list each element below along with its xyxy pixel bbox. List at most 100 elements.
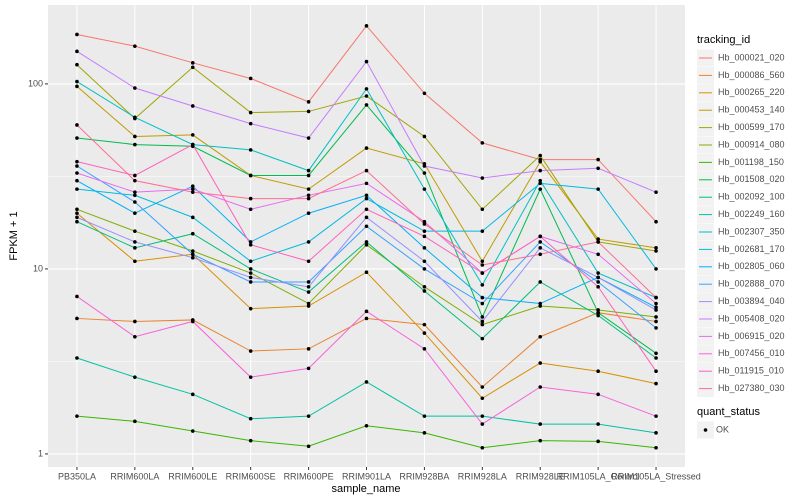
data-point: [364, 316, 369, 321]
data-point: [190, 429, 195, 433]
legend-label: Hb_027380_030: [718, 383, 785, 393]
data-point: [596, 271, 600, 275]
data-point: [306, 193, 311, 198]
data-point: [364, 146, 369, 150]
data-point: [133, 190, 137, 194]
data-point: [364, 59, 369, 64]
data-point: [654, 369, 658, 374]
data-point: [422, 187, 427, 191]
data-point: [133, 193, 137, 198]
legend-label: Hb_002092_100: [718, 192, 785, 202]
data-point: [480, 229, 485, 233]
data-point: [75, 32, 79, 37]
data-point: [306, 196, 311, 201]
data-point: [364, 168, 369, 173]
data-point: [306, 285, 311, 289]
data-point: [364, 224, 369, 229]
data-point: [596, 237, 600, 241]
data-point: [75, 164, 79, 168]
data-point: [190, 133, 195, 137]
data-point: [133, 229, 137, 233]
legend-label: Hb_003894_040: [718, 296, 785, 306]
x-tick-label: PB350LA: [58, 471, 96, 481]
data-point: [538, 280, 543, 284]
point-legend-label: OK: [716, 424, 729, 434]
data-point: [306, 100, 311, 104]
data-point: [480, 322, 485, 327]
data-point: [75, 219, 79, 224]
data-point: [538, 438, 543, 443]
data-point: [596, 439, 600, 444]
data-point: [133, 142, 137, 147]
data-point: [248, 207, 253, 212]
data-point: [654, 246, 658, 250]
data-point: [538, 168, 543, 173]
data-point: [538, 240, 543, 244]
x-tick-label: RRIM600PE: [284, 471, 334, 481]
data-point: [75, 171, 79, 175]
data-point: [190, 215, 195, 220]
data-point: [75, 215, 79, 220]
data-point: [596, 310, 600, 315]
data-point: [364, 87, 369, 91]
legend-label: Hb_006915_020: [718, 331, 785, 341]
data-point: [248, 110, 253, 115]
data-point: [75, 211, 79, 216]
legend-label: Hb_000914_080: [718, 139, 785, 149]
data-point: [190, 65, 195, 70]
data-point: [75, 79, 79, 84]
data-point: [422, 347, 427, 351]
data-point: [190, 61, 195, 65]
legend-label: Hb_000453_140: [718, 105, 785, 115]
data-point: [190, 184, 195, 188]
data-point: [480, 315, 485, 319]
data-point: [538, 304, 543, 308]
data-point: [75, 414, 79, 418]
data-point: [480, 414, 485, 418]
data-point: [480, 176, 485, 180]
data-point: [422, 246, 427, 250]
legend-label: Hb_007456_010: [718, 348, 785, 358]
data-point: [133, 334, 137, 339]
data-point: [133, 178, 137, 183]
data-point: [190, 190, 195, 194]
data-point: [422, 91, 427, 96]
data-point: [190, 231, 195, 236]
x-tick-label: RRIM600LE: [168, 471, 217, 481]
data-point: [654, 219, 658, 224]
data-point: [248, 267, 253, 271]
data-point: [133, 44, 137, 48]
data-point: [364, 309, 369, 314]
x-tick-label: RRIM105LA_Control: [557, 471, 640, 481]
y-tick-label: 100: [28, 78, 43, 88]
y-tick-label: 1: [38, 448, 43, 458]
legend-label: Hb_011915_010: [718, 366, 784, 376]
data-point: [538, 234, 543, 239]
data-point: [654, 414, 658, 418]
x-tick-label: RRIM600SE: [226, 471, 276, 481]
data-point: [538, 252, 543, 257]
y-axis-title: FPKM + 1: [8, 211, 20, 260]
data-point: [596, 240, 600, 244]
data-point: [133, 240, 137, 244]
data-point: [480, 319, 485, 324]
data-point: [75, 136, 79, 140]
legend-label: Hb_002805_060: [718, 261, 785, 271]
data-point: [364, 181, 369, 186]
data-point: [422, 431, 427, 435]
data-point: [133, 319, 137, 324]
data-point: [480, 271, 485, 275]
data-point: [306, 109, 311, 114]
legend-label: Hb_000086_560: [718, 70, 785, 80]
data-point: [596, 157, 600, 162]
data-point: [364, 380, 369, 384]
data-point: [538, 246, 543, 250]
data-point: [422, 229, 427, 233]
data-point: [480, 396, 485, 401]
data-point: [596, 392, 600, 397]
legend-label: Hb_002249_160: [718, 209, 785, 219]
data-point: [133, 200, 137, 204]
legend-label: Hb_001198_150: [718, 157, 784, 167]
legend-point: [703, 428, 708, 432]
